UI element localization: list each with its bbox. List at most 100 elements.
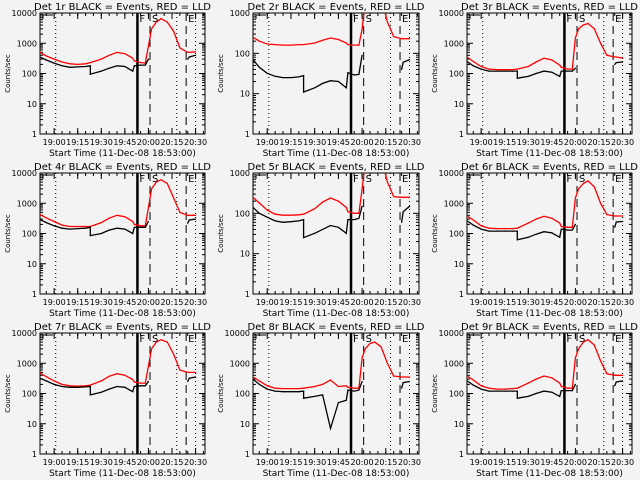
x-tick-label: 19:30 <box>90 298 113 307</box>
lld-data-point <box>543 215 545 217</box>
x-tick-label: 19:30 <box>517 458 540 467</box>
y-axis-label: Counts/sec <box>4 214 12 253</box>
events-data-point <box>496 70 498 72</box>
events-data-point <box>77 386 79 388</box>
lld-data-point <box>593 186 595 188</box>
events-data-point <box>402 61 404 63</box>
x-axis-label: Start Time (11-Dec-08 18:53:00) <box>263 469 410 479</box>
lld-data-point <box>132 57 134 59</box>
events-data-point <box>258 383 260 385</box>
lld-data-point <box>124 374 126 376</box>
lld-data-point <box>253 196 254 198</box>
lld-data-point <box>266 385 268 387</box>
lld-data-point <box>147 45 150 47</box>
events-data-point <box>511 390 514 392</box>
x-tick-label: 20:30 <box>611 458 634 467</box>
lld-data-point <box>543 375 545 377</box>
lld-data-point <box>45 55 47 57</box>
x-tick-label: 20:30 <box>398 298 421 307</box>
lld-data-point <box>302 213 305 215</box>
lld-data-point <box>139 225 142 227</box>
lld-data-point <box>314 42 316 44</box>
lld-data-point <box>329 379 332 381</box>
lld-data-point <box>132 220 134 223</box>
lld-data-point <box>147 365 150 367</box>
events-data-point <box>516 239 518 241</box>
lld-data-point <box>69 385 71 387</box>
events-data-point <box>551 71 553 73</box>
x-tick-label: 19:30 <box>517 138 540 147</box>
lld-data-point <box>535 61 537 63</box>
lld-data-point <box>574 197 577 199</box>
y-axis-label: Counts/sec <box>217 374 225 413</box>
events-series-line <box>253 205 410 239</box>
marker-label: E <box>615 14 621 25</box>
marker-label: S <box>366 174 372 185</box>
lld-data-point <box>77 225 79 228</box>
lld-data-point <box>124 216 126 218</box>
y-tick-label: 10000 <box>225 329 250 338</box>
lld-data-point <box>160 18 162 20</box>
y-tick-label: 1 <box>459 450 464 459</box>
events-data-point <box>45 221 47 224</box>
events-data-point <box>543 390 545 392</box>
y-tick-label: 1 <box>245 130 250 139</box>
plot-frame <box>252 332 420 455</box>
events-data-point <box>574 383 577 385</box>
lld-data-point <box>89 61 91 64</box>
y-axis-label: Counts/sec <box>4 54 12 93</box>
events-data-point <box>571 389 573 392</box>
lld-data-point <box>258 202 260 204</box>
events-data-point <box>560 70 562 72</box>
lld-data-point <box>488 227 490 229</box>
lld-data-point <box>472 379 474 381</box>
events-data-point <box>84 65 87 68</box>
lld-data-point <box>496 228 498 230</box>
lld-data-point <box>369 342 371 345</box>
events-data-point <box>347 389 349 391</box>
events-data-point <box>266 216 268 218</box>
lld-data-point <box>599 202 602 204</box>
x-axis-label: Start Time (11-Dec-08 18:53:00) <box>476 309 623 319</box>
chart-panel-det-6: Det 6r BLACK = Events, RED = LLD 1 10 100 10… <box>431 162 638 319</box>
x-tick-label: 20:15 <box>374 138 397 147</box>
events-series-line <box>40 54 196 76</box>
y-tick-label: 1000 <box>17 39 37 48</box>
x-tick-label: 20:15 <box>374 298 397 307</box>
lld-data-point <box>535 378 537 380</box>
lld-series-line <box>467 22 623 71</box>
events-data-point <box>527 75 529 78</box>
x-tick-label: 19:15 <box>66 458 89 467</box>
x-tick-label: 19:45 <box>113 138 136 147</box>
x-tick-label: 19:15 <box>493 298 516 307</box>
lld-data-point <box>566 387 569 389</box>
events-data-point <box>89 394 91 396</box>
x-tick-label: 20:30 <box>184 298 207 307</box>
events-data-point <box>139 226 142 228</box>
marker-label: S <box>152 174 158 185</box>
lld-series-line <box>467 338 623 390</box>
lld-series-line <box>253 13 410 46</box>
lld-data-point <box>560 385 562 388</box>
lld-data-point <box>353 387 355 389</box>
events-data-point <box>187 380 189 383</box>
lld-data-point <box>347 211 349 213</box>
lld-data-point <box>84 225 87 228</box>
y-tick-label: 100 <box>22 390 37 399</box>
x-tick-label: 19:00 <box>43 458 66 467</box>
lld-data-point <box>53 58 55 60</box>
events-data-point <box>347 218 349 221</box>
lld-data-point <box>467 56 468 58</box>
y-tick-label: 1 <box>32 290 37 299</box>
y-tick-label: 100 <box>22 70 37 79</box>
lld-data-point <box>582 24 584 26</box>
events-data-point <box>187 58 189 60</box>
lld-data-point <box>535 218 537 220</box>
x-tick-label: 20:30 <box>611 298 634 307</box>
events-data-point <box>615 381 617 383</box>
events-series-line <box>253 378 410 431</box>
events-data-point <box>116 65 118 67</box>
start-bracket-marker <box>255 14 266 19</box>
events-data-point <box>302 390 305 392</box>
x-tick-label: 19:15 <box>493 138 516 147</box>
